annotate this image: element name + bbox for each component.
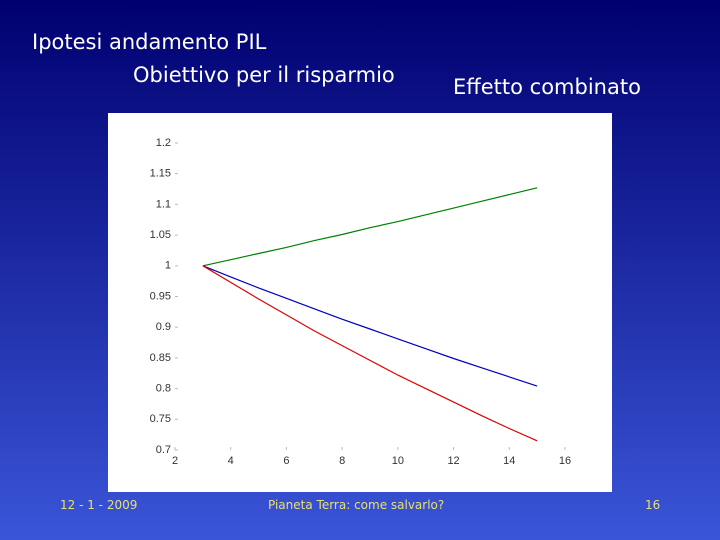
x-tick-label: 4	[228, 455, 234, 467]
y-tick-label: 0.8	[156, 383, 171, 395]
y-tick-label: 1.05	[150, 229, 171, 241]
slide-title: Ipotesi andamento PIL	[32, 30, 267, 54]
x-tick-label: 2	[172, 455, 178, 467]
x-tick-label: 10	[392, 455, 404, 467]
x-tick-label: 6	[283, 455, 289, 467]
slide-subtitle: Obiettivo per il risparmio	[133, 63, 395, 87]
chart-area	[108, 113, 612, 492]
x-tick-label: 8	[339, 455, 345, 467]
x-tick-label: 12	[447, 455, 459, 467]
y-tick-label: 0.85	[150, 352, 171, 364]
y-tick-label: 1.1	[156, 198, 171, 210]
y-tick-label: 0.95	[150, 290, 171, 302]
footer-date: 12 - 1 - 2009	[60, 498, 137, 512]
y-tick-label: 1.2	[156, 137, 171, 149]
y-tick-label: 1.15	[150, 168, 171, 180]
y-tick-label: 1	[165, 260, 171, 272]
line-series	[202, 187, 538, 267]
page-number: 16	[645, 498, 660, 512]
y-tick-label: 0.7	[156, 444, 171, 456]
line-series	[202, 265, 538, 387]
slide-heading: Effetto combinato	[453, 75, 641, 99]
x-tick-label: 14	[503, 455, 515, 467]
footer-title: Pianeta Terra: come salvarlo?	[268, 498, 444, 512]
line-series	[202, 265, 538, 442]
y-tick-label: 0.9	[156, 321, 171, 333]
x-tick-label: 16	[559, 455, 571, 467]
y-tick-label: 0.75	[150, 413, 171, 425]
